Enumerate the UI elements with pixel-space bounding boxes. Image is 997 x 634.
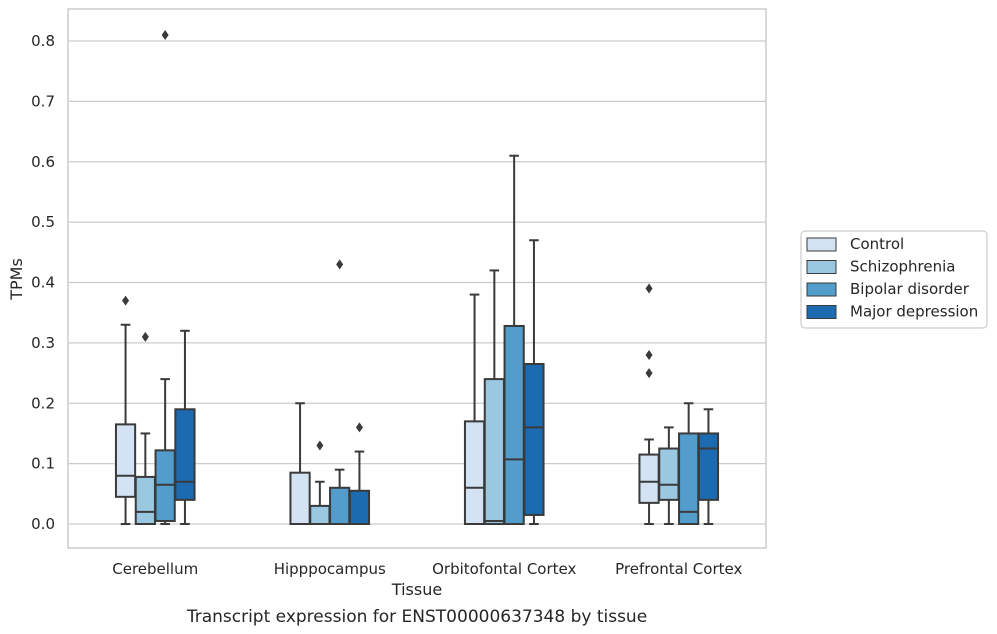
y-tick-label: 0.6	[31, 153, 55, 171]
box-body	[463, 420, 486, 525]
outlier-point	[336, 259, 344, 270]
box-bipolar-disorder	[503, 154, 525, 525]
legend-swatch	[806, 305, 837, 319]
box-body	[483, 378, 505, 525]
box-schizophrenia	[309, 440, 331, 526]
box-control	[638, 283, 660, 525]
outlier-point	[645, 349, 653, 360]
box-schizophrenia	[658, 426, 680, 525]
box-control	[289, 402, 311, 525]
y-tick-label: 0.0	[31, 515, 55, 533]
x-tick-label: Cerebellum	[112, 560, 198, 578]
box-groups	[114, 29, 720, 526]
legend-swatch	[806, 260, 837, 274]
box-body	[503, 324, 525, 525]
y-tick-labels: 0.0 0.1 0.2 0.3 0.4 0.5 0.6 0.7 0.8	[31, 32, 55, 533]
y-tick-label: 0.4	[31, 274, 55, 292]
x-tick-labels: Cerebellum Hipppocampus Orbitofontal Corte…	[112, 560, 742, 578]
box-major-depression	[697, 408, 720, 525]
box-control	[463, 293, 486, 525]
box-body	[658, 447, 680, 501]
x-tick-label: Hipppocampus	[274, 560, 386, 578]
y-tick-label: 0.2	[31, 394, 55, 412]
outlier-point	[122, 295, 130, 306]
box-body	[329, 486, 351, 525]
legend-swatch	[806, 282, 837, 297]
box-body	[523, 363, 545, 516]
y-tick-label: 0.3	[31, 334, 55, 352]
outlier-point	[161, 29, 169, 40]
box-body	[309, 504, 331, 526]
box-major-depression	[174, 329, 196, 525]
box-schizophrenia	[483, 269, 505, 525]
box-body	[348, 489, 371, 526]
y-axis-label: TPMs	[7, 258, 26, 301]
y-tick-label: 0.5	[31, 213, 55, 231]
outlier-point	[645, 283, 653, 294]
outlier-point	[645, 368, 653, 379]
outlier-point	[316, 440, 324, 451]
box-bipolar-disorder	[329, 259, 351, 525]
box-bipolar-disorder	[678, 402, 700, 525]
box-major-depression	[348, 422, 371, 526]
box-schizophrenia	[134, 331, 156, 525]
outlier-point	[141, 331, 149, 342]
x-axis-label: Tissue	[391, 580, 442, 599]
box-body	[289, 471, 311, 525]
outlier-point	[355, 422, 363, 433]
legend-swatch	[806, 237, 837, 252]
box-bipolar-disorder	[154, 29, 176, 525]
box-body	[174, 408, 196, 501]
box-body	[638, 453, 660, 504]
legend-label: Bipolar disorder	[850, 280, 970, 298]
box-body	[134, 475, 156, 525]
legend-item-control[interactable]: Control	[806, 235, 904, 253]
x-tick-label: Prefrontal Cortex	[615, 560, 742, 578]
legend[interactable]: Control Schizophrenia Bipolar disorder Majo…	[800, 230, 988, 329]
legend-label: Major depression	[850, 303, 978, 321]
box-body	[697, 432, 720, 501]
plot-frame	[67, 8, 767, 549]
legend-item-major-depression[interactable]: Major depression	[806, 303, 978, 321]
legend-label: Control	[850, 235, 904, 253]
box-body	[678, 432, 700, 525]
figure-caption: Transcript expression for ENST0000063734…	[186, 607, 647, 627]
x-tick-label: Orbitofontal Cortex	[432, 560, 576, 578]
y-tick-label: 0.7	[31, 92, 55, 110]
box-major-depression	[523, 239, 545, 525]
legend-item-schizophrenia[interactable]: Schizophrenia	[806, 258, 955, 276]
legend-frame	[800, 230, 988, 329]
y-tick-label: 0.1	[31, 455, 55, 473]
box-body	[114, 423, 137, 498]
legend-label: Schizophrenia	[850, 258, 955, 276]
legend-item-bipolar-disorder[interactable]: Bipolar disorder	[806, 280, 970, 298]
box-control	[114, 295, 137, 525]
y-tick-label: 0.8	[31, 32, 55, 50]
